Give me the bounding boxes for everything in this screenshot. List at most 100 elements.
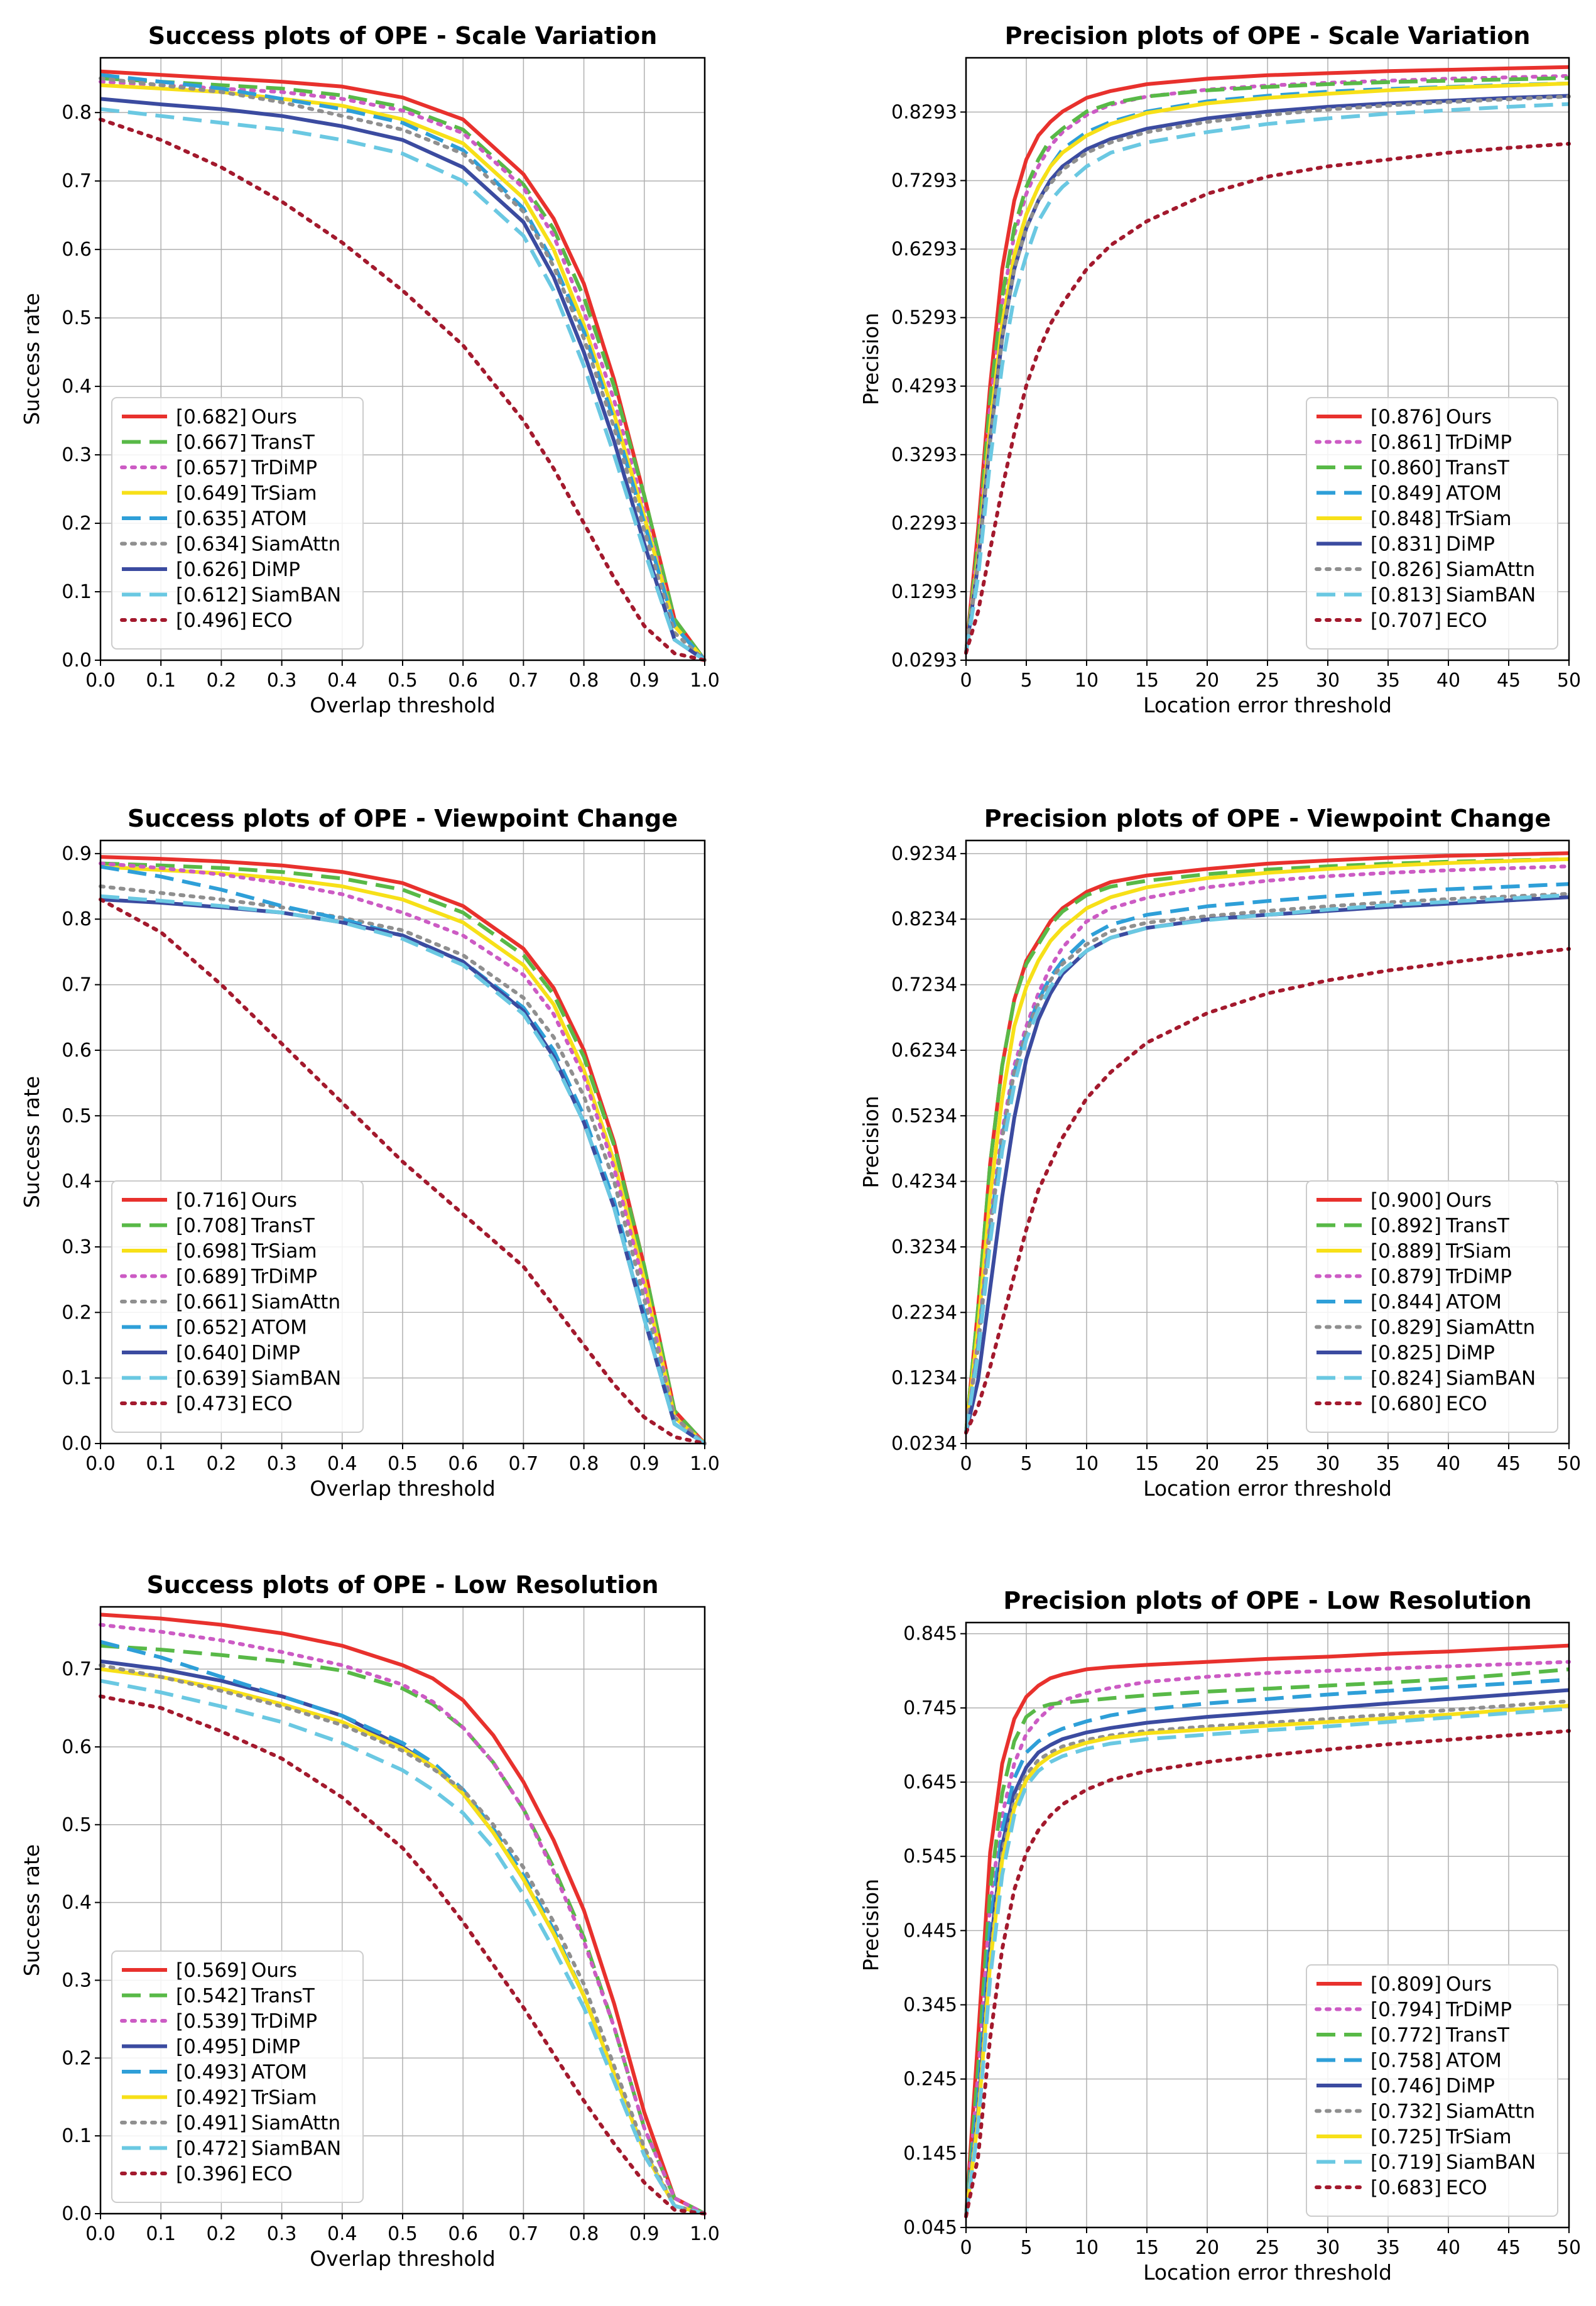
legend-score: [0.732] xyxy=(1371,2101,1441,2123)
legend: [0.716] Ours[0.708] TransT[0.698] TrSiam[0.… xyxy=(111,1180,364,1433)
y-axis-label: Success rate xyxy=(19,293,44,425)
y-tick-label: 0.5234 xyxy=(891,1105,957,1127)
x-axis-label: Overlap threshold xyxy=(310,693,496,717)
y-tick-label: 0.5293 xyxy=(891,307,957,329)
x-tick-label: 0.7 xyxy=(509,2223,539,2245)
legend-label: DiMP xyxy=(251,1342,300,1364)
y-tick-label: 0.6 xyxy=(62,1736,92,1758)
y-tick-label: 0.1293 xyxy=(891,581,957,603)
legend-label: Ours xyxy=(1446,406,1492,428)
x-tick-label: 0 xyxy=(960,2237,972,2259)
y-tick-label: 0.5 xyxy=(62,1814,92,1836)
series-line-eco xyxy=(964,947,1571,1435)
legend-label: TrDiMP xyxy=(251,457,317,479)
legend-label: ECO xyxy=(1446,2177,1487,2199)
series-line-siamattn xyxy=(964,891,1571,1435)
legend-label: SiamBAN xyxy=(251,1368,341,1390)
legend-label: TrSiam xyxy=(1445,1240,1512,1263)
y-tick-label: 0.145 xyxy=(903,2143,957,2165)
x-tick-label: 5 xyxy=(1020,1453,1032,1475)
series-line-trdimp xyxy=(99,80,707,662)
legend-score: [0.491] xyxy=(176,2112,247,2135)
legend-score: [0.746] xyxy=(1371,2075,1441,2097)
legend-score: [0.876] xyxy=(1371,406,1441,428)
legend-label: DiMP xyxy=(1446,1342,1495,1364)
x-tick-label: 0.6 xyxy=(448,2223,478,2245)
legend-label: ATOM xyxy=(1446,482,1502,505)
legend-score: [0.824] xyxy=(1371,1368,1441,1390)
y-tick-label: 0.7234 xyxy=(891,974,957,996)
y-tick-label: 0.445 xyxy=(903,1920,957,1942)
series-line-siamattn xyxy=(99,884,707,1445)
x-tick-label: 0.8 xyxy=(569,670,599,692)
legend-score: [0.396] xyxy=(176,2163,247,2185)
legend-box xyxy=(1306,1180,1558,1433)
y-tick-label: 0.9234 xyxy=(891,843,957,865)
x-tick-label: 0.7 xyxy=(509,670,539,692)
y-tick-label: 0.7293 xyxy=(891,170,957,192)
x-tick-label: 30 xyxy=(1316,1453,1340,1475)
chart-title: Success plots of OPE - Viewpoint Change xyxy=(128,805,678,832)
y-tick-label: 0.0293 xyxy=(891,650,957,672)
x-tick-label: 0.9 xyxy=(629,1453,660,1475)
y-tick-label: 0.7 xyxy=(62,974,92,996)
legend-score: [0.892] xyxy=(1371,1215,1441,1237)
legend-box xyxy=(111,397,364,650)
y-tick-label: 0.1 xyxy=(62,581,92,603)
legend-score: [0.680] xyxy=(1371,1393,1441,1415)
x-tick-label: 1.0 xyxy=(690,1453,720,1475)
legend-score: [0.900] xyxy=(1371,1189,1441,1212)
y-axis-label: Precision xyxy=(859,1879,883,1971)
x-tick-label: 0.5 xyxy=(388,670,418,692)
x-tick-label: 45 xyxy=(1497,1453,1521,1475)
series-line-trdimp xyxy=(964,1660,1571,2219)
legend-label: SiamBAN xyxy=(251,584,341,607)
x-tick-label: 10 xyxy=(1075,670,1099,692)
x-tick-label: 10 xyxy=(1075,2237,1099,2259)
legend-label: TransT xyxy=(1445,2024,1510,2047)
legend-score: [0.698] xyxy=(176,1240,247,1263)
legend-label: ECO xyxy=(1446,1393,1487,1415)
x-tick-label: 45 xyxy=(1497,670,1521,692)
legend-label: Ours xyxy=(251,406,297,428)
series-line-atom xyxy=(100,73,707,661)
series-line-transt xyxy=(964,857,1570,1433)
x-tick-label: 50 xyxy=(1557,2237,1581,2259)
legend-score: [0.634] xyxy=(176,533,247,556)
y-tick-label: 0.4 xyxy=(62,1892,92,1914)
legend-score: [0.635] xyxy=(176,508,247,530)
chart-lr-success: 0.0 0.1 0.2 0.3 0.4 0.5 0.6 0.7 0.8 0.9 1.0 0.0 0.1 0… xyxy=(19,1571,720,2271)
chart-title: Precision plots of OPE - Low Resolution xyxy=(1003,1587,1531,1614)
x-tick-label: 0.0 xyxy=(85,670,116,692)
chart-title: Success plots of OPE - Scale Variation xyxy=(148,22,658,50)
x-tick-label: 0.6 xyxy=(448,670,478,692)
y-tick-label: 0.845 xyxy=(903,1623,957,1645)
y-tick-label: 0.8 xyxy=(62,102,92,124)
series-line-siamattn xyxy=(99,76,707,662)
legend-label: TrSiam xyxy=(1445,2126,1512,2148)
legend-score: [0.640] xyxy=(176,1342,247,1364)
y-tick-label: 0.545 xyxy=(903,1846,957,1868)
legend-label: TransT xyxy=(251,1985,315,2008)
y-tick-label: 0.3 xyxy=(62,1969,92,1991)
series-line-trsiam xyxy=(964,857,1570,1433)
x-tick-label: 20 xyxy=(1195,670,1219,692)
y-tick-label: 0.0 xyxy=(62,650,92,672)
legend-label: Ours xyxy=(1446,1189,1492,1212)
series-line-transt xyxy=(964,1667,1570,2217)
x-tick-label: 35 xyxy=(1376,1453,1400,1475)
legend-label: ECO xyxy=(1446,609,1487,632)
y-tick-label: 0.6 xyxy=(62,1040,92,1062)
legend-score: [0.772] xyxy=(1371,2024,1441,2047)
series-line-siamban xyxy=(100,1678,705,2216)
series-line-trsiam xyxy=(100,1667,705,2216)
x-tick-label: 0.2 xyxy=(207,1453,237,1475)
y-tick-label: 0.1234 xyxy=(891,1368,957,1390)
x-tick-label: 40 xyxy=(1436,1453,1460,1475)
chart-vc-precision: 0 5 10 15 20 25 30 35 40 45 50 0.0234 0.1234 0.2234 0.… xyxy=(859,805,1581,1501)
y-tick-label: 0.7 xyxy=(62,1658,92,1680)
legend-score: [0.719] xyxy=(1371,2151,1441,2174)
series-line-siamban xyxy=(964,893,1570,1433)
x-tick-label: 0.1 xyxy=(146,670,176,692)
